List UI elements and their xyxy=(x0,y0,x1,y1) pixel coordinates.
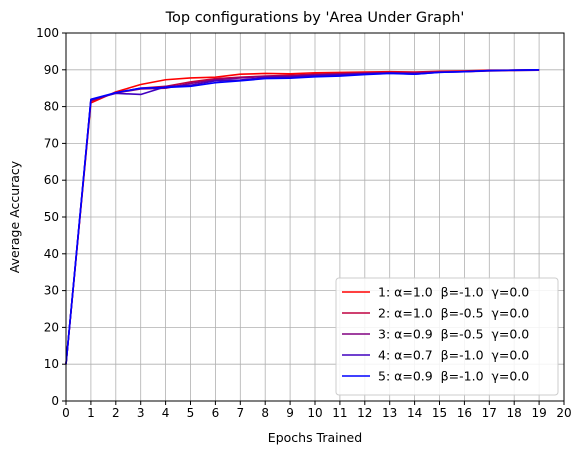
x-tick-label: 4 xyxy=(162,406,170,420)
y-tick-label: 50 xyxy=(44,210,59,224)
y-tick-label: 30 xyxy=(44,284,59,298)
x-tick-label: 6 xyxy=(212,406,220,420)
x-tick-label: 18 xyxy=(507,406,522,420)
y-tick-label: 10 xyxy=(44,357,59,371)
x-tick-label: 3 xyxy=(137,406,145,420)
x-axis-label: Epochs Trained xyxy=(268,430,362,445)
y-tick-label: 90 xyxy=(44,63,59,77)
x-tick-label: 20 xyxy=(556,406,571,420)
y-tick-label: 70 xyxy=(44,136,59,150)
legend-label-3: 3: α=0.9 β=-0.5 γ=0.0 xyxy=(378,327,529,342)
y-tick-label: 20 xyxy=(44,320,59,334)
x-tick-label: 14 xyxy=(407,406,422,420)
x-tick-label: 17 xyxy=(482,406,497,420)
x-tick-label: 7 xyxy=(236,406,244,420)
series-line-5 xyxy=(65,69,540,365)
x-tick-label: 12 xyxy=(357,406,372,420)
y-axis-label: Average Accuracy xyxy=(7,160,22,273)
y-tick-label: 100 xyxy=(36,26,59,40)
x-tick-label: 8 xyxy=(261,406,269,420)
legend-box xyxy=(335,277,559,396)
x-tick-label: 2 xyxy=(112,406,120,420)
x-tick-label: 0 xyxy=(62,406,70,420)
y-tick-label: 60 xyxy=(44,173,59,187)
legend: 1: α=1.0 β=-1.0 γ=0.0 2: α=1.0 β=-0.5 γ=0… xyxy=(335,277,559,396)
x-tick-label: 16 xyxy=(457,406,472,420)
legend-label-2: 2: α=1.0 β=-0.5 γ=0.0 xyxy=(378,306,529,321)
x-tick-label: 10 xyxy=(307,406,322,420)
x-tick-label: 19 xyxy=(531,406,546,420)
y-tick-label: 80 xyxy=(44,100,59,114)
chart-title: Top configurations by 'Area Under Graph' xyxy=(165,10,465,26)
y-tick-label: 40 xyxy=(44,247,59,261)
axis-ticks: 0 1 2 3 4 5 6 7 8 9 10 11 12 13 14 15 16 17 18 19 2001020304… xyxy=(36,26,572,420)
x-tick-label: 1 xyxy=(87,406,95,420)
y-tick-label: 0 xyxy=(51,394,59,408)
x-tick-label: 9 xyxy=(286,406,294,420)
legend-label-1: 1: α=1.0 β=-1.0 γ=0.0 xyxy=(378,285,529,300)
x-tick-label: 15 xyxy=(432,406,447,420)
legend-label-5: 5: α=0.9 β=-1.0 γ=0.0 xyxy=(378,369,529,384)
x-tick-label: 11 xyxy=(332,406,347,420)
series-lines xyxy=(65,69,540,365)
x-tick-label: 5 xyxy=(187,406,195,420)
legend-label-4: 4: α=0.7 β=-1.0 γ=0.0 xyxy=(378,348,529,363)
x-tick-label: 13 xyxy=(382,406,397,420)
